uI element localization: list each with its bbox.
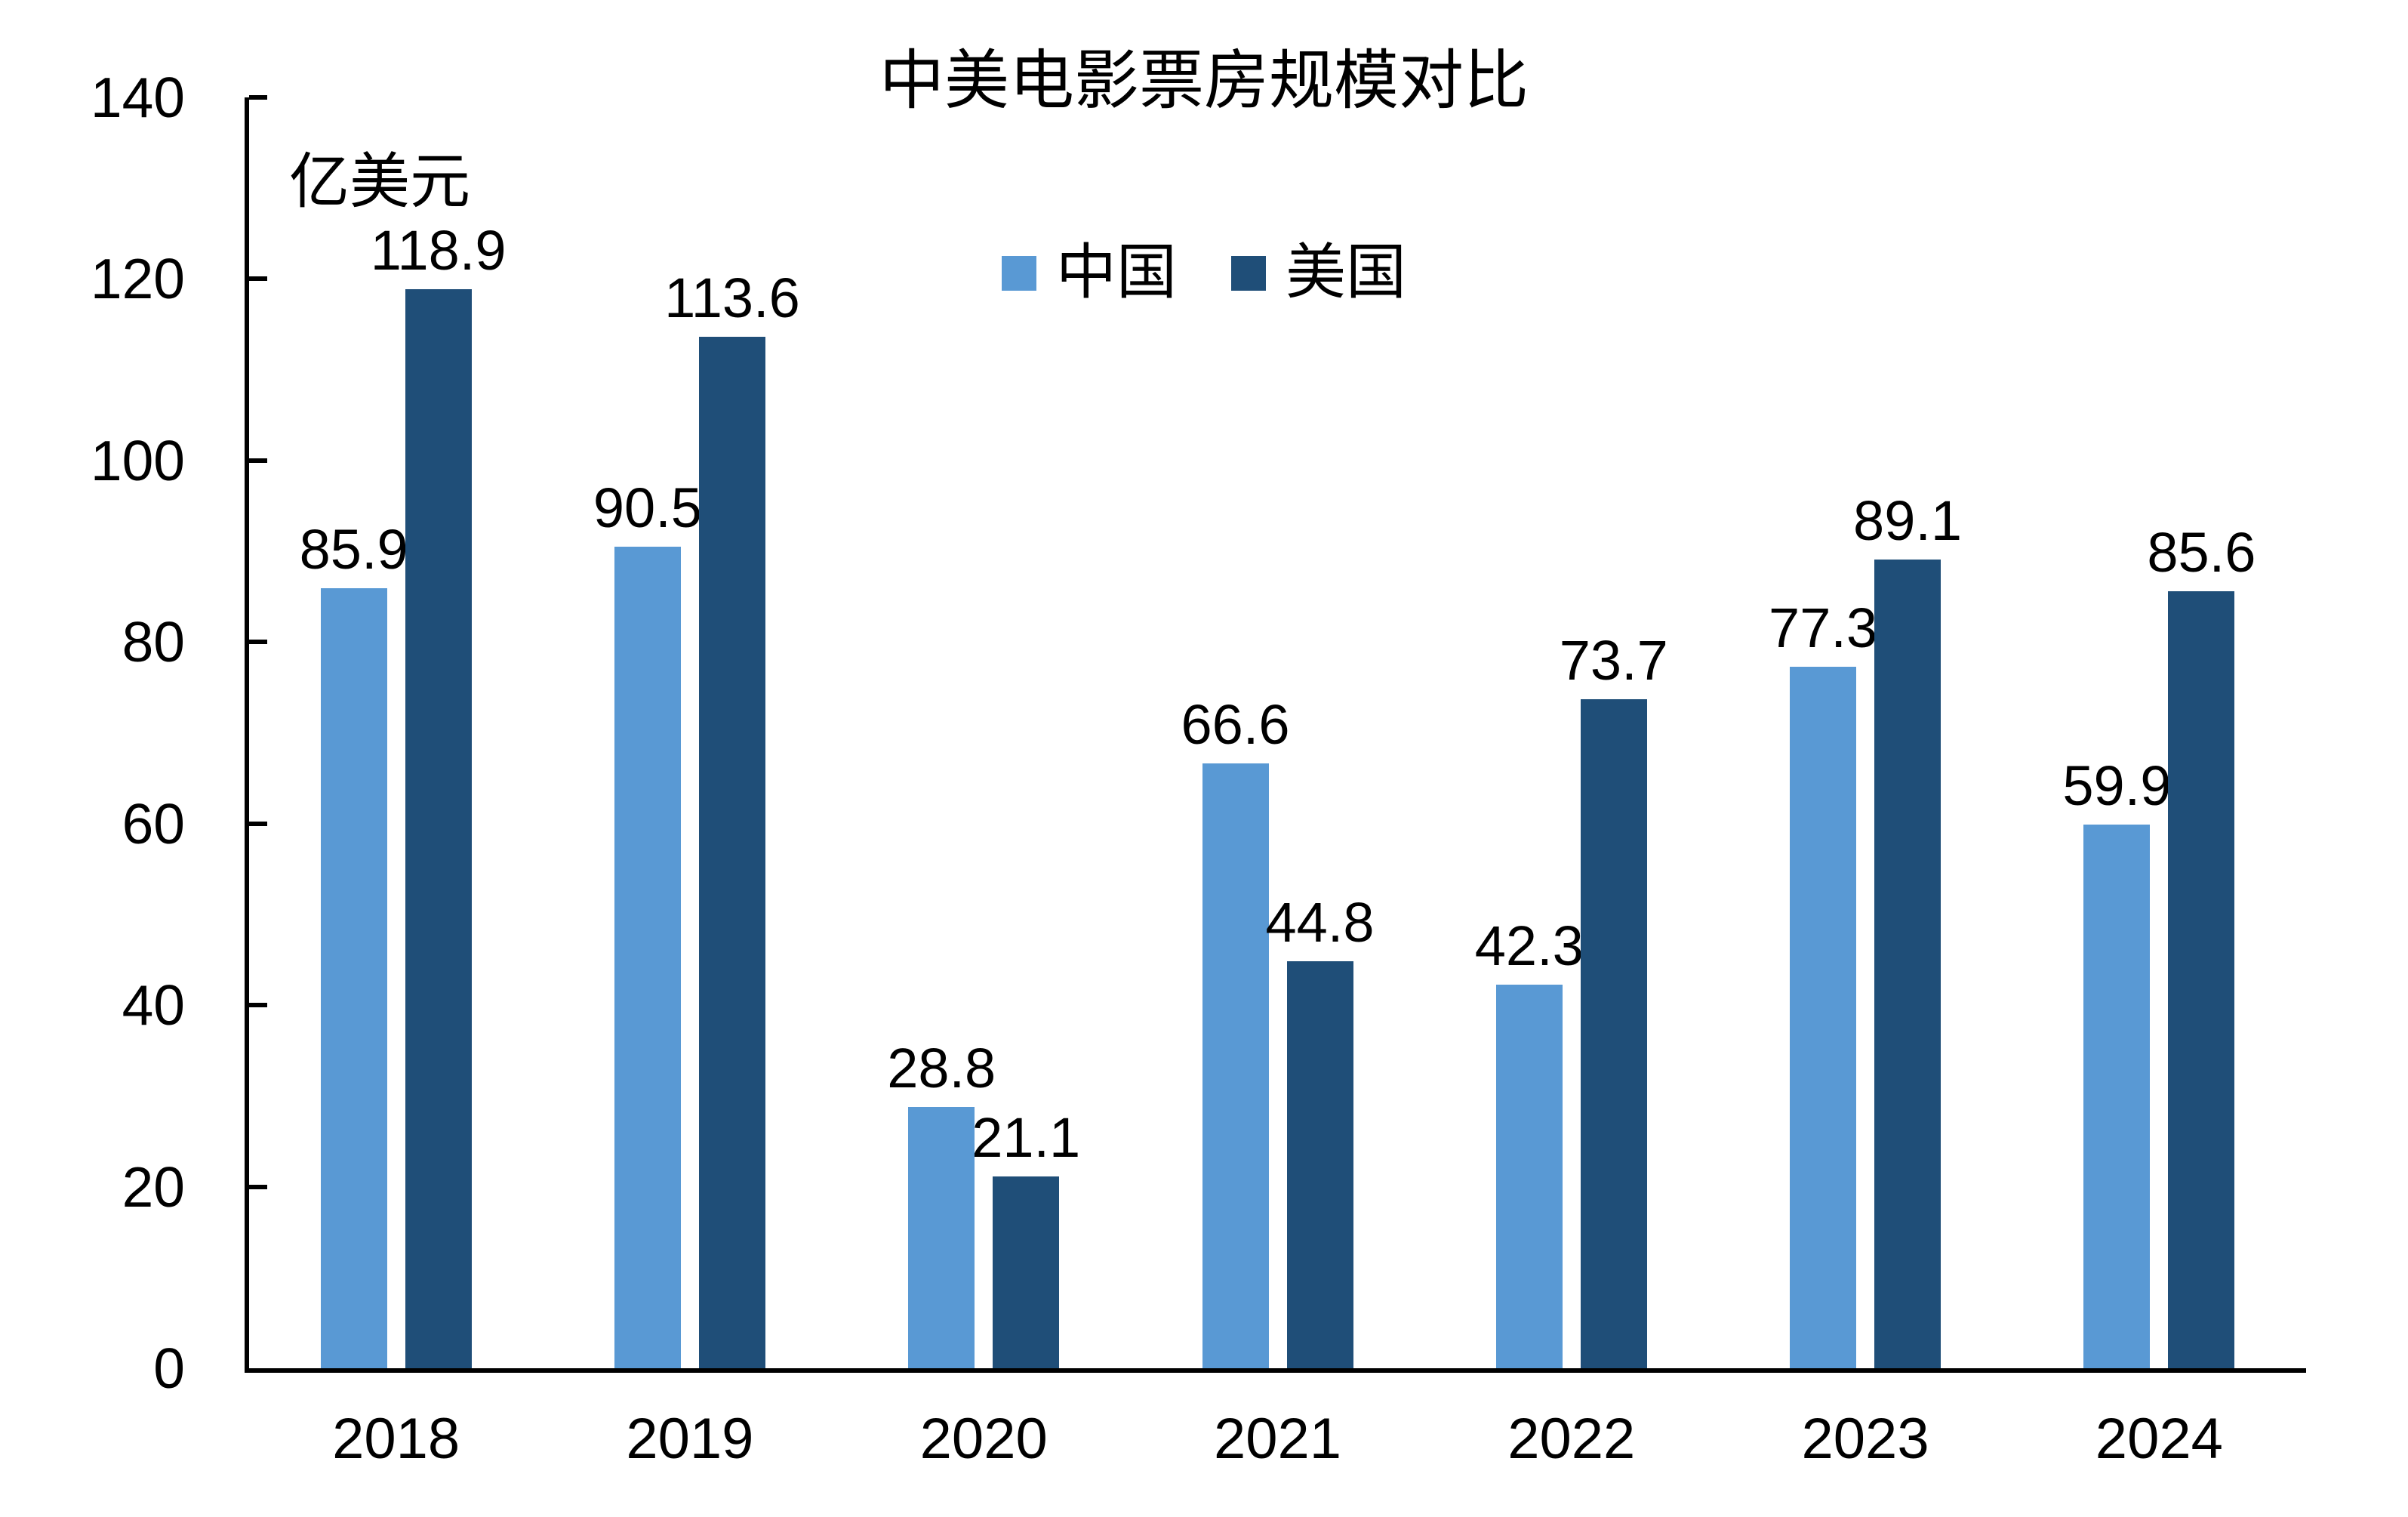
- data-label-us-2018: 118.9: [370, 218, 507, 282]
- bar-us-2018: [405, 288, 472, 1368]
- x-category-label-2021: 2021: [1213, 1407, 1342, 1471]
- data-label-us-2019: 113.6: [664, 267, 800, 330]
- data-label-china-2020: 28.8: [887, 1036, 996, 1099]
- y-tick-40: [249, 1003, 267, 1008]
- legend-item-us: 美国: [1231, 240, 1406, 307]
- plot-area: 85.9 118.9 90.5 113.6 28.8 21.1 66.6 44.8 42.3 73…: [245, 95, 2306, 1373]
- bar-china-2021: [1202, 763, 1269, 1368]
- data-label-us-2023: 89.1: [1853, 489, 1963, 552]
- y-tick-label-60: 60: [122, 791, 185, 856]
- chart-title: 中美电影票房规模对比: [879, 45, 1529, 117]
- y-tick-label-80: 80: [122, 610, 185, 674]
- bar-china-2018: [320, 588, 387, 1368]
- legend-item-china: 中国: [1002, 240, 1177, 307]
- x-category-label-2020: 2020: [919, 1407, 1048, 1471]
- y-tick-120: [249, 276, 267, 282]
- y-tick-label-0: 0: [153, 1337, 185, 1400]
- y-axis-unit-label: 亿美元: [289, 150, 470, 216]
- y-axis-line: [245, 97, 249, 1368]
- data-label-china-2022: 42.3: [1474, 914, 1584, 977]
- y-tick-100: [249, 458, 267, 463]
- bar-china-2022: [1495, 984, 1563, 1368]
- bar-us-2023: [1874, 559, 1941, 1368]
- y-tick-20: [249, 1184, 267, 1189]
- y-tick-label-20: 20: [122, 1155, 185, 1219]
- bar-us-2019: [698, 337, 765, 1368]
- y-tick-140: [249, 95, 267, 100]
- x-category-label-2024: 2024: [2095, 1407, 2223, 1471]
- legend-swatch-china-icon: [1002, 256, 1036, 291]
- x-axis-line: [245, 1368, 2306, 1373]
- bar-us-2020: [993, 1176, 1060, 1368]
- bar-china-2024: [2083, 824, 2151, 1368]
- y-tick-label-100: 100: [90, 428, 185, 492]
- bar-us-2022: [1580, 699, 1647, 1368]
- legend-label-us: 美国: [1286, 240, 1406, 307]
- y-tick-80: [249, 640, 267, 645]
- data-label-us-2021: 44.8: [1265, 891, 1375, 954]
- data-label-us-2024: 85.6: [2147, 520, 2256, 584]
- bar-china-2023: [1790, 666, 1857, 1368]
- data-label-china-2024: 59.9: [2062, 754, 2172, 817]
- x-category-label-2022: 2022: [1507, 1407, 1636, 1471]
- x-category-label-2019: 2019: [626, 1407, 754, 1471]
- data-label-us-2020: 21.1: [972, 1106, 1081, 1170]
- bar-china-2019: [614, 547, 681, 1368]
- data-label-china-2018: 85.9: [299, 518, 408, 581]
- bar-us-2024: [2168, 590, 2235, 1368]
- y-tick-label-40: 40: [122, 973, 185, 1038]
- data-label-china-2023: 77.3: [1769, 596, 1878, 659]
- bar-us-2021: [1286, 961, 1353, 1368]
- y-tick-label-140: 140: [90, 66, 185, 129]
- data-label-china-2021: 66.6: [1181, 693, 1290, 757]
- x-category-label-2018: 2018: [332, 1407, 460, 1471]
- y-tick-label-120: 120: [90, 247, 185, 311]
- y-tick-60: [249, 821, 267, 826]
- legend: 中国 美国: [1002, 240, 1406, 307]
- legend-label-china: 中国: [1056, 240, 1177, 307]
- data-label-us-2022: 73.7: [1559, 629, 1668, 692]
- data-label-china-2019: 90.5: [593, 476, 702, 540]
- legend-swatch-us-icon: [1231, 256, 1266, 291]
- bar-china-2020: [908, 1106, 975, 1368]
- x-category-label-2023: 2023: [1801, 1407, 1929, 1471]
